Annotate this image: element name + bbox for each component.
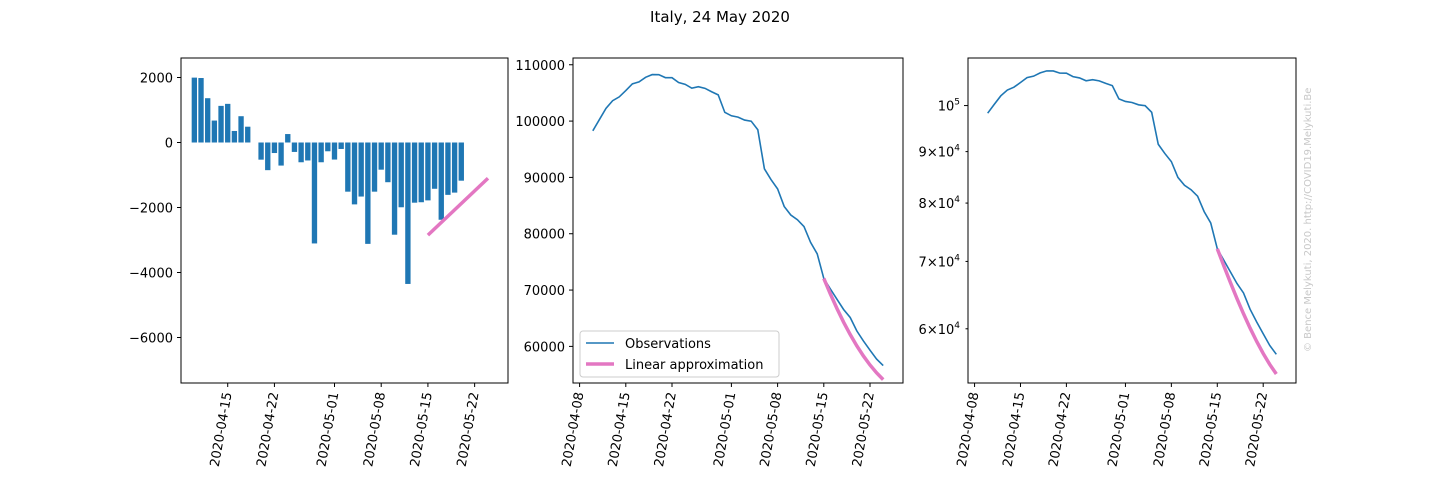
daily-change-bar	[218, 105, 224, 143]
daily-change-bar	[258, 142, 264, 160]
daily-change-bar	[298, 142, 304, 163]
daily-change-bar	[451, 142, 458, 193]
log-x-tick-label: 2020-05-01	[1105, 391, 1133, 468]
daily-change-bar	[398, 142, 404, 208]
approximation-line	[1215, 248, 1278, 376]
bar-x-tick-label: 2020-04-15	[208, 391, 236, 468]
daily-change-bar	[305, 142, 311, 161]
log-x-tick-label: 2020-05-08	[1151, 391, 1179, 468]
axes-frame	[180, 57, 509, 384]
linear-y-tick-label: 110000	[515, 59, 565, 74]
daily-change-bar	[205, 98, 211, 143]
daily-change-bar	[331, 142, 338, 160]
figure-title: Italy, 24 May 2020	[650, 8, 790, 26]
daily-change-bar	[351, 142, 358, 205]
daily-change-bar	[245, 126, 251, 143]
bar-y-tick-label: −6000	[129, 332, 173, 347]
log-y-tick-label: 7×104	[919, 253, 961, 270]
daily-change-bar	[391, 142, 398, 235]
bar-y-tick-label: −2000	[129, 202, 173, 217]
daily-change-bar	[371, 142, 378, 192]
legend: Observations Linear approximation	[579, 330, 780, 378]
daily-change-bar	[345, 142, 351, 192]
daily-change-bar	[311, 142, 318, 244]
bar-x-tick-label: 2020-05-08	[361, 391, 389, 468]
daily-change-bar	[191, 77, 198, 143]
log-scale-line-chart: 2020-04-08 2020-04-15 2020-04-22 2020-05-01…	[919, 57, 1297, 468]
daily-change-bar-chart: 2000 0 −2000 −4000 −6000 2020-04-15 2020-04-22…	[129, 57, 509, 468]
log-y-tick-label: 105	[938, 98, 960, 115]
daily-change-bar	[385, 142, 391, 183]
bar-x-tick-label: 2020-05-22	[455, 391, 483, 468]
axes-frame	[572, 57, 904, 384]
bar-x-tick-label: 2020-04-22	[254, 391, 282, 468]
daily-change-bar	[425, 142, 431, 201]
daily-change-bar	[278, 142, 284, 166]
credit-text: © Bence Melykuti, 2020. http://COVID19.M…	[1303, 88, 1314, 352]
daily-change-bar	[445, 142, 451, 195]
daily-change-bar	[225, 103, 231, 143]
linear-x-tick-label: 2020-05-22	[850, 391, 878, 468]
daily-change-bar	[338, 142, 344, 149]
bar-y-tick-label: 2000	[140, 72, 173, 87]
bar-y-tick-label: 0	[165, 137, 173, 152]
linear-x-tick-label: 2020-04-15	[606, 391, 634, 468]
approximation-line	[426, 176, 490, 237]
legend-box	[579, 330, 780, 378]
daily-change-bar	[211, 120, 218, 143]
log-x-tick-label: 2020-04-15	[1001, 391, 1029, 468]
axes-frame	[967, 57, 1297, 384]
bar-x-tick-label: 2020-05-15	[408, 391, 436, 468]
log-y-tick-label: 8×104	[919, 195, 961, 212]
daily-change-bar	[231, 130, 238, 143]
daily-change-bar	[405, 142, 411, 284]
log-x-tick-label: 2020-05-15	[1197, 391, 1225, 468]
daily-change-bar	[378, 142, 384, 170]
linear-x-tick-label: 2020-05-08	[758, 391, 786, 468]
daily-change-bar	[458, 142, 464, 181]
daily-change-bar	[438, 142, 444, 220]
daily-change-bar	[291, 142, 298, 152]
daily-change-bar	[431, 142, 438, 189]
observations-line	[592, 73, 884, 367]
daily-change-bar	[365, 142, 371, 244]
legend-observations-label: Observations	[625, 337, 711, 352]
linear-x-tick-label: 2020-05-01	[711, 391, 739, 468]
daily-change-bar	[238, 116, 244, 143]
daily-change-bar	[358, 142, 364, 197]
legend-approximation-label: Linear approximation	[625, 358, 763, 373]
log-x-tick-label: 2020-05-22	[1243, 391, 1271, 468]
daily-change-bar	[325, 142, 331, 152]
daily-change-bar	[265, 142, 271, 171]
linear-y-tick-label: 70000	[524, 284, 565, 299]
approximation-line	[822, 277, 885, 381]
linear-y-tick-label: 90000	[524, 171, 565, 186]
linear-scale-line-chart: 2020-04-08 2020-04-15 2020-04-22 2020-05-01…	[515, 57, 904, 468]
linear-x-tick-label: 2020-04-22	[652, 391, 680, 468]
log-x-tick-label: 2020-04-08	[955, 391, 983, 468]
log-y-tick-label: 6×104	[919, 321, 961, 338]
daily-change-bar	[285, 134, 291, 143]
bar-x-tick-label: 2020-05-01	[315, 391, 343, 468]
log-x-tick-label: 2020-04-22	[1046, 391, 1074, 468]
linear-y-tick-label: 80000	[524, 228, 565, 243]
observations-line	[987, 70, 1277, 355]
daily-change-bar	[271, 142, 278, 154]
daily-change-bar	[418, 142, 424, 203]
log-y-tick-label: 9×104	[919, 144, 961, 161]
linear-y-tick-label: 60000	[524, 340, 565, 355]
linear-y-tick-label: 100000	[515, 115, 565, 130]
daily-change-bar	[198, 78, 204, 143]
linear-x-tick-label: 2020-05-15	[804, 391, 832, 468]
daily-change-bar	[411, 142, 418, 203]
bar-y-tick-label: −4000	[129, 267, 173, 282]
linear-x-tick-label: 2020-04-08	[560, 391, 588, 468]
daily-change-bar	[318, 142, 324, 163]
